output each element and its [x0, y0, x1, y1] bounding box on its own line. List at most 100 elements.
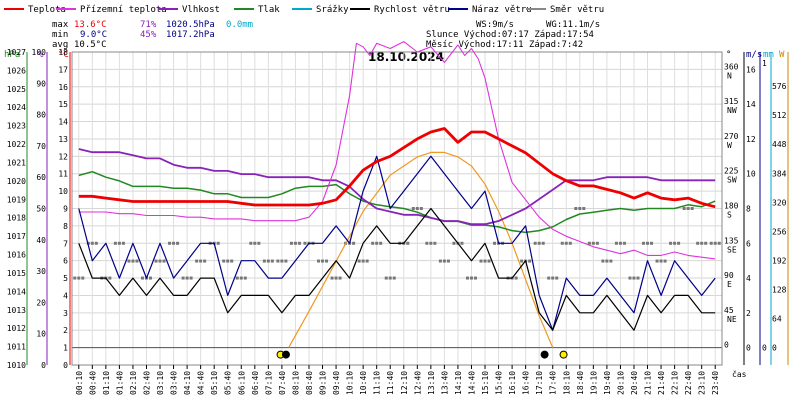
direction-point	[704, 241, 708, 245]
direction-point	[168, 241, 172, 245]
direction-point	[338, 276, 342, 280]
x-axis: 00:10 00:40 01:10 01:40 02:10 02:40 03:10 03:40…	[75, 365, 720, 395]
y-axes: 1010101110121013101410151016101710181019…	[7, 48, 789, 370]
direction-point	[682, 207, 686, 210]
celsius-tick: 10	[58, 187, 68, 196]
direction-point	[303, 241, 307, 245]
direction-point	[700, 241, 704, 245]
direction-tick: SE	[727, 245, 737, 254]
direction-point	[357, 259, 361, 263]
x-tick-label: 03:10	[156, 371, 165, 395]
series-line-humidity	[78, 148, 716, 226]
direction-point	[361, 259, 365, 263]
direction-point	[113, 241, 117, 245]
celsius-tick: 4	[63, 291, 68, 300]
stat-wg: WG:11.1m/s	[546, 20, 600, 30]
direction-point	[591, 241, 595, 245]
direction-point	[614, 241, 618, 245]
celsius-tick: 16	[58, 83, 68, 92]
x-tick-label: 18:10	[562, 371, 571, 395]
stat-max-label: max	[52, 20, 69, 30]
x-tick-label: 12:40	[413, 371, 422, 395]
direction-point	[411, 207, 415, 210]
direction-point	[249, 241, 253, 245]
celsius-tick: 18	[58, 48, 68, 57]
stat-ws: WS:9m/s	[476, 20, 514, 30]
direction-tick: NE	[727, 315, 737, 324]
x-tick-label: 21:10	[644, 371, 653, 395]
direction-point	[235, 276, 239, 280]
x-tick-label: 06:10	[237, 371, 246, 395]
hpa-tick: 1020	[7, 177, 26, 186]
celsius-tick: 0	[63, 361, 68, 370]
x-tick-label: 15:10	[481, 371, 490, 395]
direction-point	[379, 241, 383, 245]
axis-percent-label: %	[38, 50, 44, 60]
legend-entry: Srážky	[316, 5, 349, 15]
direction-point	[628, 276, 632, 280]
legend-entry: Náraz větru	[472, 5, 532, 15]
celsius-tick: 6	[63, 257, 68, 266]
stat-max-temp: 13.6°C	[74, 20, 107, 30]
direction-point	[483, 259, 487, 263]
direction-point	[108, 276, 112, 280]
direction-point	[574, 207, 578, 210]
mm-tick: 0	[762, 344, 767, 353]
stats-block: max 13.6°C 71% 1020.5hPa 0.0mm min 9.0°C…	[52, 20, 600, 50]
x-tick-label: 02:10	[129, 371, 138, 395]
x-tick-label: 17:10	[535, 371, 544, 395]
direction-point	[446, 259, 450, 263]
direction-point	[289, 241, 293, 245]
direction-point	[717, 241, 721, 245]
direction-point	[371, 241, 375, 245]
watt-tick: 320	[772, 198, 787, 207]
direction-point	[222, 259, 226, 263]
direction-tick: W	[727, 141, 732, 150]
watt-tick: 256	[772, 227, 787, 236]
degree-tick: 135	[724, 236, 739, 245]
direction-point	[334, 276, 338, 280]
x-tick-label: 20:10	[616, 371, 625, 395]
percent-tick: 10	[36, 330, 46, 339]
direction-point	[140, 276, 144, 280]
direction-point	[713, 241, 717, 245]
watt-tick: 64	[772, 315, 782, 324]
direction-point	[555, 276, 559, 280]
direction-point	[158, 259, 162, 263]
direction-point	[325, 259, 329, 263]
direction-point	[172, 241, 176, 245]
hpa-tick: 1021	[7, 158, 26, 167]
direction-tick: S	[727, 211, 732, 220]
celsius-tick: 3	[63, 309, 68, 318]
watt-tick: 0	[772, 344, 777, 353]
hpa-tick: 1027	[7, 48, 26, 57]
hpa-tick: 1014	[7, 287, 26, 296]
x-tick-label: 16:40	[522, 371, 531, 395]
stat-avg-temp: 10.5°C	[74, 40, 107, 50]
degree-tick: 315	[724, 97, 739, 106]
celsius-tick: 8	[63, 222, 68, 231]
direction-point	[564, 241, 568, 245]
direction-point	[415, 207, 419, 210]
direction-point	[81, 276, 85, 280]
axis-degrees-label: °	[726, 50, 731, 60]
x-tick-label: 00:40	[88, 371, 97, 395]
degree-tick: 270	[724, 132, 739, 141]
stat-min-hum: 45%	[140, 30, 157, 40]
direction-point	[605, 259, 609, 263]
stat-min-label: min	[52, 30, 68, 40]
ms-tick: 16	[746, 65, 756, 74]
direction-point	[632, 276, 636, 280]
direction-point	[189, 276, 193, 280]
x-tick-label: 07:10	[264, 371, 273, 395]
stat-avg-label: avg	[52, 40, 68, 50]
direction-point	[568, 241, 572, 245]
percent-tick: 40	[36, 236, 46, 245]
plot-border	[71, 51, 723, 366]
x-tick-label: 19:40	[603, 371, 612, 395]
moonset-icon	[281, 350, 290, 359]
watt-tick: 128	[772, 285, 787, 294]
hpa-tick: 1023	[7, 122, 26, 131]
x-axis-label: čas	[732, 369, 747, 379]
direction-tick: NW	[727, 106, 737, 115]
